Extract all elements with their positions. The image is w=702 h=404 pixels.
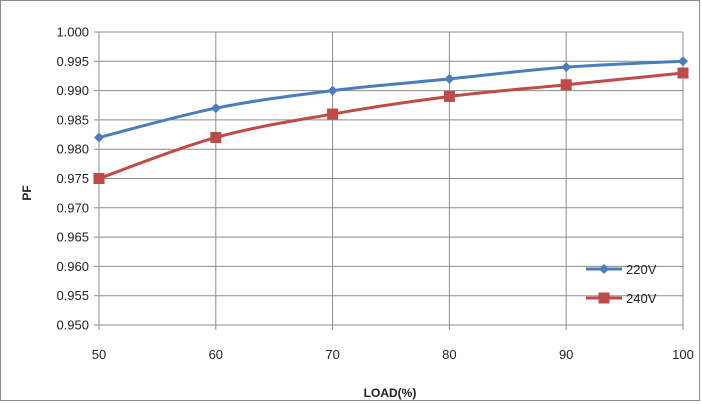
legend-item-220v: 220V (586, 262, 657, 277)
y-tick-label: 0.985 (56, 112, 89, 127)
axis-layer: 0.950 0.955 0.960 0.965 0.970 0.975 0.980 0.985… (56, 25, 693, 363)
legend-label-220v: 220V (626, 262, 657, 277)
series-220v (94, 56, 688, 143)
x-tick-label: 90 (559, 347, 573, 362)
series-layer (93, 56, 689, 184)
data-point-220v (561, 62, 572, 73)
legend-label-240v: 240V (626, 291, 657, 306)
x-tick-label: 100 (672, 347, 694, 362)
data-point-240v (560, 79, 572, 91)
series-line-240v (98, 71, 684, 180)
data-point-240v (443, 90, 455, 102)
y-tick-label: 0.970 (56, 200, 89, 215)
data-point-240v (93, 173, 105, 184)
y-tick-label: 0.980 (56, 142, 89, 157)
data-point-220v (444, 73, 455, 84)
y-tick-label: 0.960 (56, 259, 89, 274)
grid-layer (98, 31, 684, 326)
y-tick-label: 0.955 (56, 288, 89, 303)
y-tick-label: 0.990 (56, 83, 89, 98)
data-point-220v (94, 132, 104, 143)
y-tick-label: 1.000 (56, 25, 89, 40)
x-axis-title: LOAD(%) (364, 386, 417, 400)
y-tick-label: 0.975 (56, 171, 89, 186)
series-240v (93, 67, 689, 184)
data-point-220v (210, 103, 221, 114)
legend-marker-220v (599, 264, 609, 274)
data-point-240v (210, 131, 222, 143)
data-point-220v (327, 85, 338, 96)
x-tick-label: 80 (442, 347, 456, 362)
legend-marker-240v (598, 292, 610, 304)
legend-item-240v: 240V (586, 291, 657, 306)
data-point-220v (678, 56, 688, 67)
series-line-220v (98, 59, 684, 139)
legend: 220V 240V (586, 262, 657, 306)
y-tick-label: 0.950 (56, 318, 89, 333)
data-point-240v (327, 108, 339, 120)
x-tick-label: 50 (92, 347, 106, 362)
y-axis-title: PF (20, 185, 34, 200)
data-point-240v (677, 67, 689, 79)
y-tick-label: 0.995 (56, 54, 89, 69)
x-tick-label: 70 (325, 347, 339, 362)
x-tick-label: 60 (209, 347, 223, 362)
y-tick-label: 0.965 (56, 230, 89, 245)
